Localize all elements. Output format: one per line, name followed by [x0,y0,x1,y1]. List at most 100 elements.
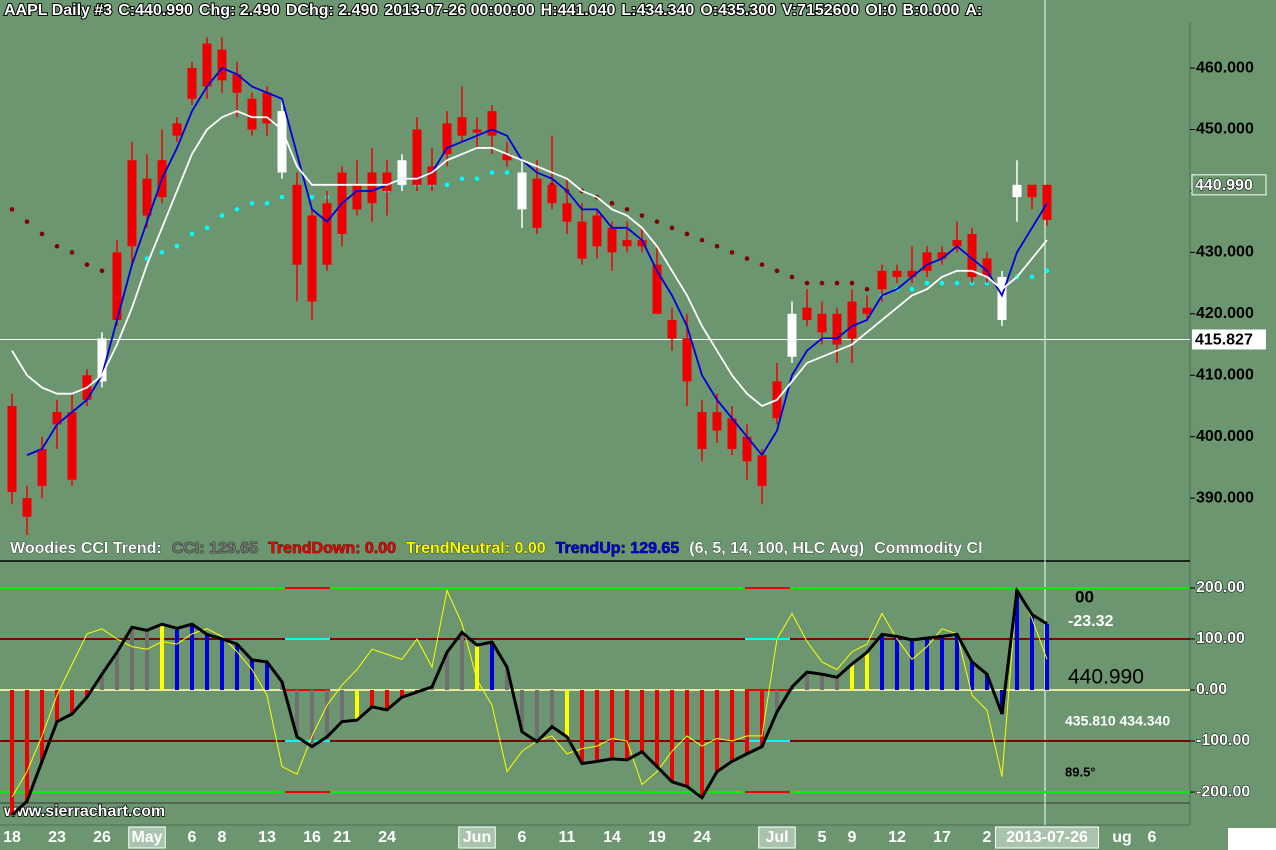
x-tick-label: 11 [559,829,576,846]
indicator-dot [279,194,285,200]
x-tick-label: 2013-07-26 [1006,829,1088,846]
cci-bar [295,690,299,737]
cci-bar [460,632,464,690]
y-tick-label: 100.00 [1196,630,1245,647]
x-tick-label: 14 [603,829,621,846]
indicator-dot [834,280,840,286]
cci-bar [580,690,584,764]
indicator-dot [849,280,855,286]
indicator-dot [444,182,450,188]
readout: 440.990 [1068,666,1144,689]
x-tick-label: May [131,829,162,846]
footer: www.sierrachart.com [3,803,165,820]
indicator-dot [249,200,255,206]
candle-body [97,338,107,382]
x-tick-label: 24 [693,829,711,846]
candle-body [382,172,392,191]
x-tick-label: Jun [463,829,491,846]
cci-bar [55,690,59,722]
candle-body [757,455,767,486]
cci-bar [190,624,194,690]
cci-bar [550,690,554,727]
candle-body [727,418,737,449]
indicator-dot [699,237,705,243]
candle-body [832,313,842,345]
cci-bar [325,690,329,737]
candle-body [22,498,32,517]
cci-bar [970,661,974,690]
header-item: DChg: 2.490 [286,2,379,19]
candle-body [232,74,242,93]
candle-body [652,264,662,314]
cci-bar [490,642,494,690]
cci-bar [25,690,29,802]
candle-body [547,184,557,204]
indicator-dot [1029,274,1035,280]
candle-body [7,405,17,492]
candle-body [622,240,632,247]
candle-body [787,313,797,357]
y-tick-label: -100.00 [1196,732,1250,749]
candle-body [187,68,197,99]
corner-box [1228,828,1276,850]
x-tick-label: 23 [48,829,66,846]
cci-bar [655,690,659,767]
candle-body [457,117,467,136]
x-tick-label: 16 [303,829,321,846]
cci-bar [1045,623,1049,690]
indicator-dot [159,250,165,255]
header-item: Chg: 2.490 [199,2,280,19]
readout: -23.32 [1068,613,1113,630]
indicator-dot [219,213,225,218]
indicator-dot [174,243,180,249]
cci-title-item: TrendNeutral: 0.00 [406,540,546,557]
cci-bar [940,636,944,690]
candle-body [847,301,857,339]
x-tick-label: 26 [93,829,111,846]
x-tick-label: 9 [848,829,857,846]
x-label-box [758,826,796,849]
cci-bar [715,690,719,772]
indicator-dot [774,268,780,274]
indicator-dot [54,243,60,249]
candle-body [502,154,512,161]
x-label-box [458,826,496,849]
cci-bar [70,690,74,714]
indicator-dot [654,219,660,224]
candle-body [952,240,962,247]
candle-body [1027,184,1037,198]
cci-bar [625,690,629,760]
cci-bar [835,677,839,690]
cci-title-item: TrendDown: 0.00 [268,540,396,557]
cci-bar [130,627,134,690]
y-tick-label: 450.000 [1196,121,1254,138]
header-item: A: [965,2,982,19]
cci-bar [685,690,689,787]
candle-body [862,307,872,314]
x-tick-label: 2 [983,829,992,846]
candle-body [937,252,947,259]
candle-body [52,412,62,425]
y-tick-label: 410.000 [1196,366,1254,383]
cci-bar [10,690,14,815]
indicator-dot [954,280,960,286]
candle-body [142,178,152,216]
indicator-dot [489,170,495,175]
candle-body [697,412,707,449]
candle-body [967,233,977,277]
y-tick-label: 430.000 [1196,244,1254,261]
candle-body [592,215,602,247]
cci-bar [595,690,599,762]
cci-bar [895,636,899,690]
header-item: H:441.040 [541,2,616,19]
indicator-dot [309,194,315,200]
x-label-box [128,826,166,849]
cci-title-item: Commodity Cl [874,540,982,557]
cci-bar [910,640,914,690]
candle-body [517,172,527,210]
x-tick-label: 19 [648,829,666,846]
cci-bar [310,690,314,747]
indicator-dot [474,176,480,181]
